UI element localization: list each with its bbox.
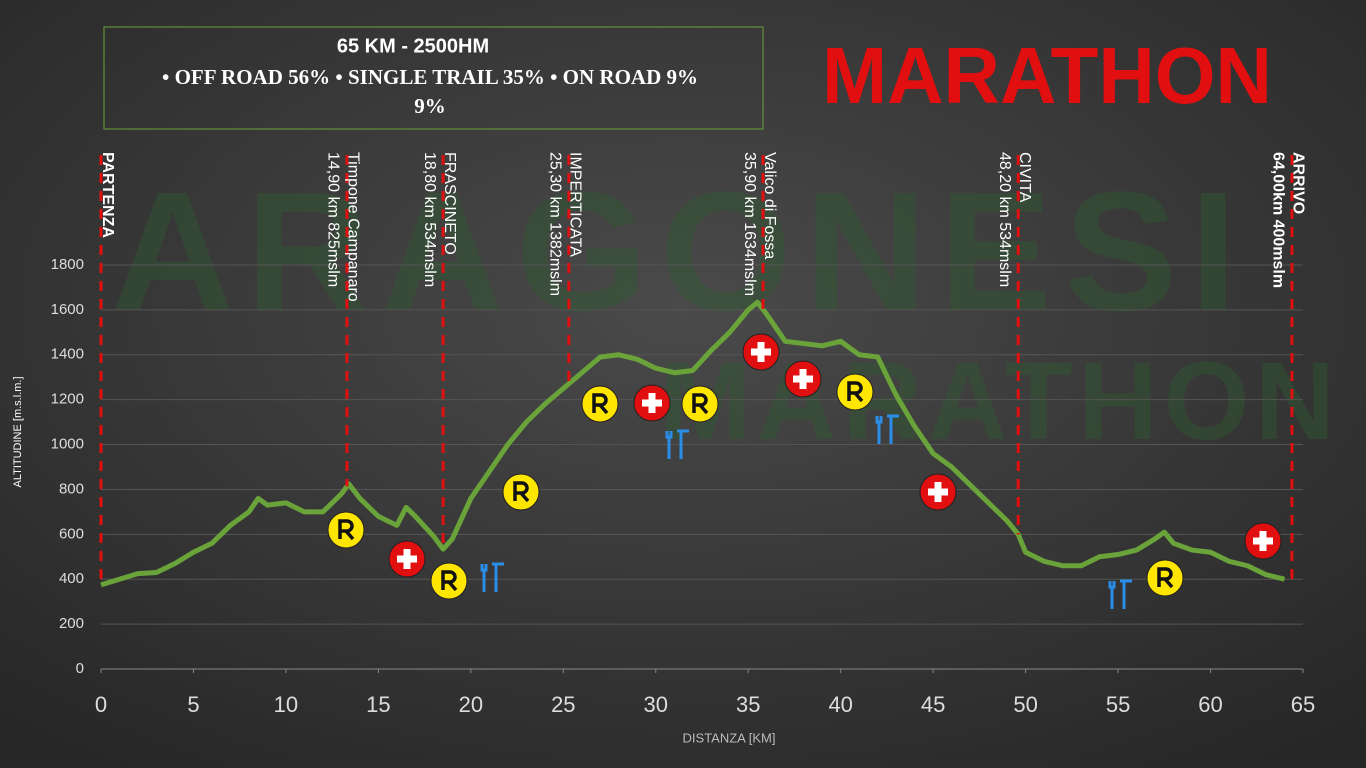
elevation-line: [100, 299, 1286, 588]
aid-cross: [403, 549, 411, 569]
aid-cross: [934, 482, 942, 502]
header-line: • OFF ROAD 56% • SINGLE TRAIL 35% • ON R…: [162, 65, 698, 89]
marker-label: CIVITA: [1016, 152, 1033, 203]
x-tick-label: 35: [736, 692, 760, 717]
marker-label: FRASCINETO: [441, 152, 458, 255]
header-title: 65 KM - 2500HM: [337, 35, 489, 57]
y-tick-label: 1200: [51, 391, 84, 408]
refresh-glyph: [692, 393, 709, 415]
marker-label: ARRIVO: [1290, 152, 1307, 214]
refresh-glyph: [1157, 567, 1174, 589]
refresh-glyph: [338, 519, 355, 541]
tools-icon: [875, 414, 899, 444]
x-tick-label: 5: [187, 692, 199, 717]
y-tick-label: 400: [59, 570, 84, 587]
marker-label: 14,90 km 825mslm: [325, 152, 342, 287]
marker-label: 18,80 km 534mslm: [421, 152, 438, 287]
logo: MARATHON: [822, 31, 1272, 120]
header-line: 9%: [414, 94, 446, 118]
x-axis-label: DISTANZA [KM]: [683, 730, 776, 745]
y-tick-label: 1600: [51, 301, 84, 318]
refresh-glyph: [513, 481, 530, 503]
icons: [327, 333, 1282, 609]
x-tick-label: 60: [1198, 692, 1222, 717]
x-tick-label: 10: [274, 692, 298, 717]
marker-label: 35,90 km 1634mslm: [741, 152, 758, 296]
x-tick-label: 55: [1106, 692, 1130, 717]
refresh-glyph: [441, 570, 458, 592]
marker-label: IMPERTICATA: [567, 152, 584, 257]
tools-icon: [480, 562, 504, 592]
y-tick-label: 1800: [51, 256, 84, 273]
x-tick-label: 15: [366, 692, 390, 717]
aid-cross: [648, 393, 656, 413]
x-tick-label: 50: [1013, 692, 1037, 717]
y-tick-label: 1000: [51, 436, 84, 453]
tools-icon: [665, 429, 689, 459]
aid-cross: [757, 342, 765, 362]
x-tick-label: 20: [459, 692, 483, 717]
x-tick-label: 25: [551, 692, 575, 717]
y-tick-label: 200: [59, 615, 84, 632]
refresh-glyph: [847, 381, 864, 403]
marker-label: Valico di Fossa: [761, 152, 778, 259]
aid-cross: [799, 369, 807, 389]
marker-label: 64,00km 400mslm: [1270, 152, 1287, 288]
x-tick-label: 0: [95, 692, 107, 717]
x-tick-label: 40: [828, 692, 852, 717]
watermark: ARAGONESI: [111, 157, 1249, 347]
aid-cross: [1259, 531, 1267, 551]
y-tick-label: 600: [59, 525, 84, 542]
y-axis-label: ALTITUDINE [m.s.l.m.]: [12, 376, 24, 487]
refresh-glyph: [592, 393, 609, 415]
y-tick-label: 800: [59, 480, 84, 497]
marker-label: PARTENZA: [99, 152, 116, 238]
marker-label: 25,30 km 1382mslm: [547, 152, 564, 296]
y-tick-label: 0: [76, 660, 84, 677]
x-tick-label: 45: [921, 692, 945, 717]
x-tick-label: 65: [1291, 692, 1315, 717]
tools-icon: [1108, 579, 1132, 609]
marker-label: 48,20 km 534mslm: [996, 152, 1013, 287]
header-box: [103, 26, 764, 130]
x-tick-label: 30: [644, 692, 668, 717]
plot: 0 200 400 600 800 1000 1200 1400 1600 1800 0 5 10 15 2…: [51, 152, 1316, 717]
marker-label: Timpone Campanaro: [345, 152, 362, 302]
y-tick-label: 1400: [51, 346, 84, 363]
